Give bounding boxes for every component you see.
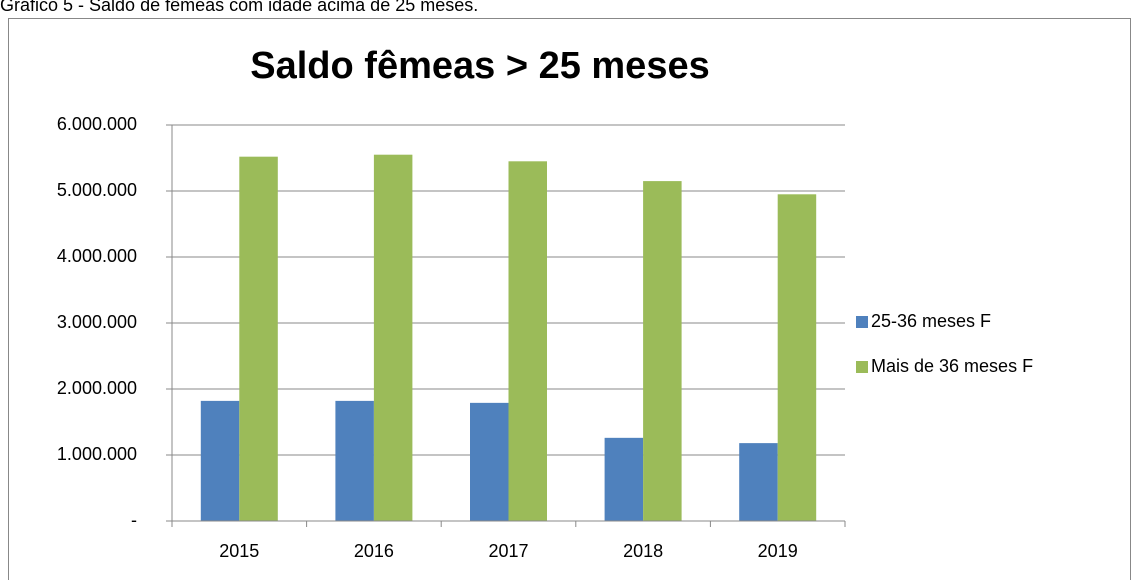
x-tick-label: 2016: [354, 541, 394, 561]
y-tick-label: 1.000.000: [57, 444, 137, 464]
bar: [643, 181, 682, 521]
bar: [470, 402, 509, 521]
y-tick-label: 4.000.000: [57, 246, 137, 266]
bar: [508, 161, 547, 522]
legend-label: 25-36 meses F: [871, 311, 991, 331]
bar: [777, 194, 817, 522]
bar: [200, 400, 240, 521]
bar: [335, 400, 374, 521]
bar: [604, 437, 644, 521]
caption: Gráfico 5 - Saldo de fêmeas com idade ac…: [0, 0, 478, 15]
bar: [739, 443, 778, 521]
y-tick-label: 6.000.000: [57, 114, 137, 134]
x-tick-label: 2018: [623, 541, 663, 561]
y-tick-label: 5.000.000: [57, 180, 137, 200]
x-tick-label: 2019: [758, 541, 798, 561]
legend-swatch: [856, 316, 868, 328]
legend-swatch: [856, 361, 868, 373]
y-tick-label: 2.000.000: [57, 378, 137, 398]
chart-border: [8, 18, 1131, 580]
x-tick-label: 2017: [488, 541, 528, 561]
chart-title: Saldo fêmeas > 25 meses: [250, 45, 709, 87]
y-tick-label: 3.000.000: [57, 312, 137, 332]
x-tick-label: 2015: [219, 541, 259, 561]
bar: [373, 154, 413, 521]
legend-label: Mais de 36 meses F: [871, 356, 1033, 376]
bar: [239, 156, 278, 521]
y-tick-label: -: [131, 510, 137, 530]
